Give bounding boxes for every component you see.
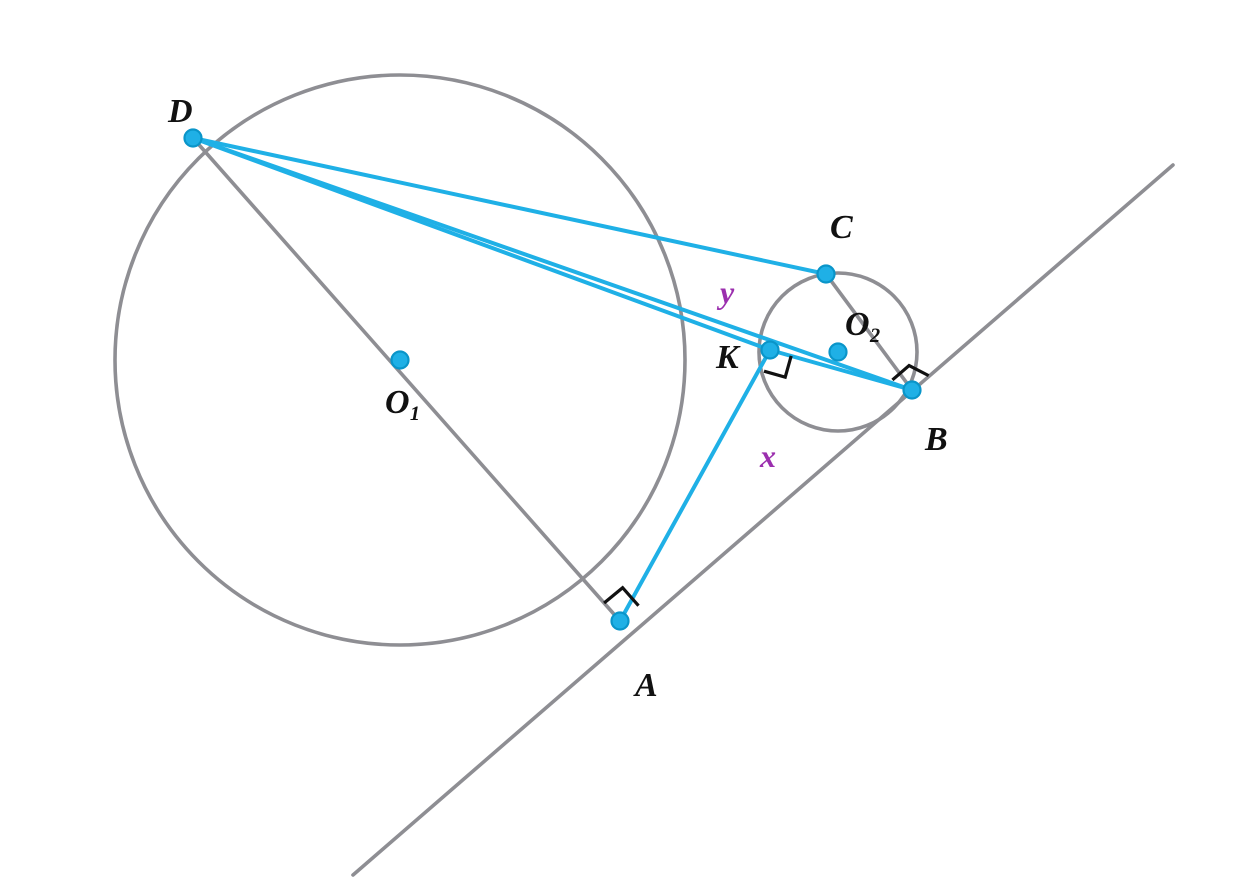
label-o2: O₂	[845, 306, 881, 343]
point-d-ring	[185, 130, 202, 147]
point-b-ring	[904, 382, 921, 399]
label-c: C	[830, 209, 853, 246]
label-y: y	[716, 274, 735, 310]
tangent-line	[353, 165, 1173, 875]
label-a: A	[633, 667, 658, 704]
label-b: B	[924, 421, 948, 458]
point-k-ring	[762, 342, 779, 359]
line-da	[193, 138, 620, 621]
point-a-ring	[612, 613, 629, 630]
point-o2-ring	[830, 344, 847, 361]
point-c-ring	[818, 266, 835, 283]
line-db	[193, 138, 912, 390]
label-o1: O₁	[385, 384, 421, 421]
label-x: x	[759, 438, 776, 474]
point-o1-ring	[392, 352, 409, 369]
label-k: K	[715, 339, 741, 376]
label-d: D	[167, 93, 193, 130]
